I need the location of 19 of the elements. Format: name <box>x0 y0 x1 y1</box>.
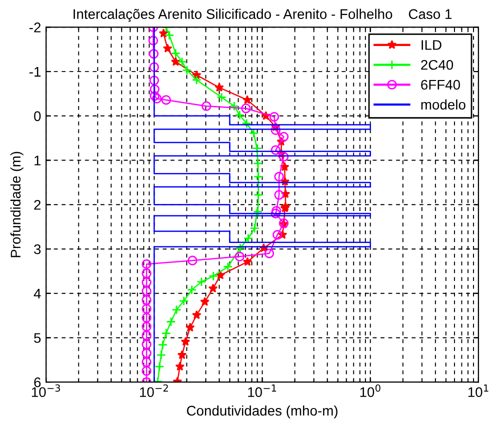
y-tick-label: 4 <box>34 288 41 298</box>
y-tick-label: 5 <box>34 333 41 343</box>
y-tick-label: -2 <box>30 22 41 32</box>
legend-label: 2C40 <box>421 60 454 70</box>
x-tick-label: 10$^{−1}$ <box>248 384 276 398</box>
x-tick-label: 10$^{1}$ <box>468 384 488 398</box>
y-tick-label: 2 <box>34 200 41 210</box>
x-axis-title: Condutividades (mho-m) <box>186 405 338 418</box>
x-tick-label: 10$^{0}$ <box>360 384 380 398</box>
legend-label: modelo <box>421 99 466 110</box>
legend-label: ILD <box>422 40 442 50</box>
y-tick-label: -1 <box>30 67 41 77</box>
chart-title: Intercalações Arenito Silicificado - Arenito - Folhelho Caso 1 <box>74 8 452 22</box>
y-tick-label: 3 <box>34 244 41 254</box>
y-tick-label: 0 <box>34 111 41 122</box>
y-tick-label: 1 <box>34 156 41 166</box>
x-tick-label: 10$^{−2}$ <box>140 384 168 398</box>
y-axis-title: Profundidade (m) <box>10 152 24 258</box>
legend-label: 6FF40 <box>421 80 460 90</box>
